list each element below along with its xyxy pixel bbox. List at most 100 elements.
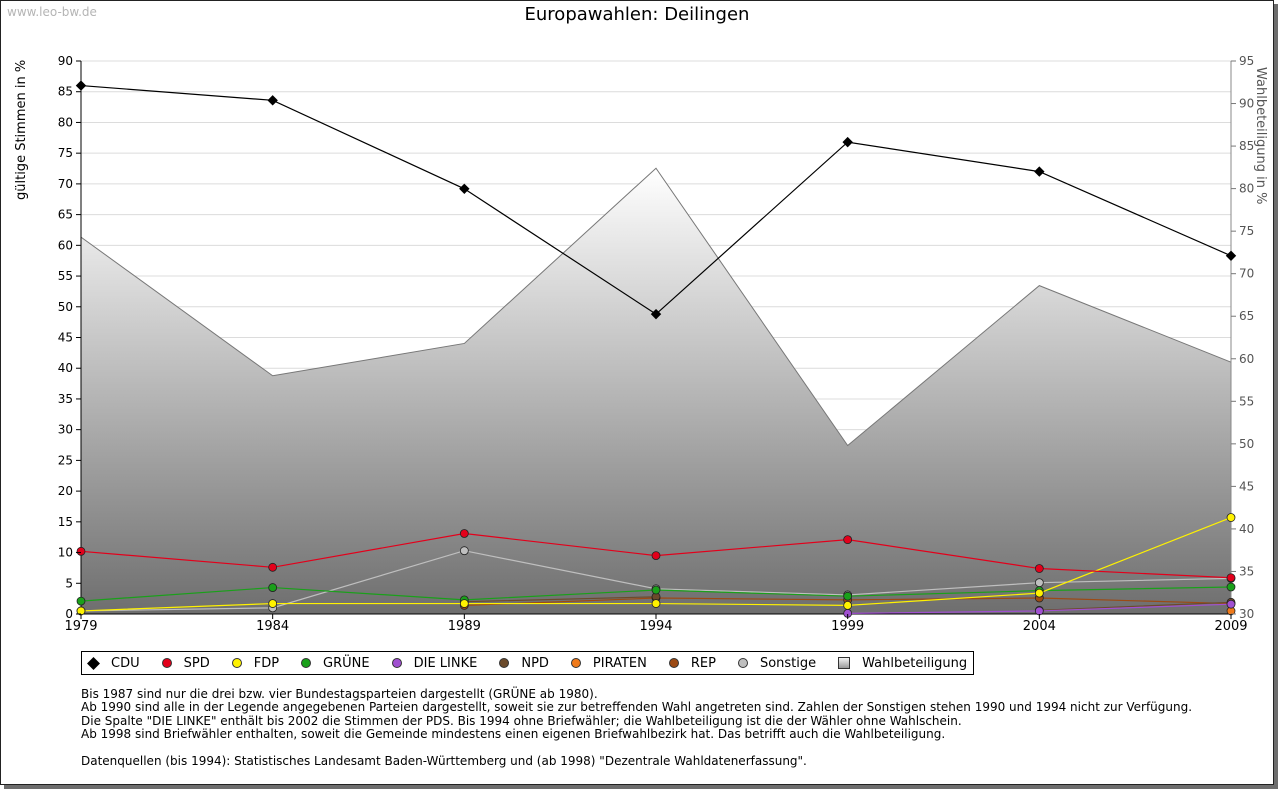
data-point-spd (651, 551, 661, 561)
data-point-gr-ne (268, 583, 278, 592)
y2-tick-label: 85 (1239, 139, 1254, 153)
note-line: Ab 1990 sind alle in der Legende angegeb… (81, 700, 1193, 715)
note-line: Die Spalte "DIE LINKE" enthält bis 2002 … (81, 713, 962, 728)
y2-tick-label: 65 (1239, 309, 1254, 323)
data-point-gr-ne (843, 591, 853, 601)
x-tick-label: 1994 (639, 619, 672, 634)
legend-label: CDU (111, 655, 140, 671)
data-point-gr-ne (651, 585, 661, 595)
legend-marker (391, 658, 402, 668)
data-point-fdp (1034, 588, 1044, 598)
legend-marker (668, 658, 679, 668)
data-point-spd (1034, 564, 1044, 573)
data-point-spd (268, 562, 278, 572)
data-point-spd (843, 535, 853, 545)
y-tick-label: 0 (65, 607, 73, 621)
y-tick-label: 45 (58, 331, 73, 345)
y-axis-label-right: Wahlbeteiligung in % (1253, 67, 1268, 205)
turnout-area (81, 168, 1231, 614)
data-point-spd (76, 546, 86, 556)
y-tick-label: 75 (58, 146, 73, 160)
data-point-fdp (268, 599, 278, 608)
x-tick-label: 1989 (448, 619, 481, 634)
legend-label: DIE LINKE (413, 655, 478, 671)
data-point-fdp (651, 599, 661, 608)
data-point-fdp (459, 599, 469, 608)
legend-label: FDP (253, 655, 280, 671)
legend-item-die-linke: DIE LINKE (391, 655, 478, 671)
y-tick-label: 70 (58, 177, 73, 191)
legend-item-fdp: FDP (231, 655, 280, 671)
chart-svg: 0 5 10 15 20 25 30 35 40 45 50 55 60 65 70 75 80 85 90 30 35… (58, 54, 1255, 634)
y2-tick-label: 60 (1239, 352, 1254, 366)
notes: Bis 1987 sind nur die drei bzw. vier Bun… (81, 687, 1193, 768)
legend-label: REP (690, 655, 716, 671)
legend-item-cdu: CDU (87, 655, 140, 671)
data-point-sonstige (1034, 578, 1044, 588)
data-source: Datenquellen (bis 1994): Statistisches L… (81, 753, 807, 768)
y-tick-label: 25 (58, 453, 73, 467)
y2-tick-label: 40 (1239, 522, 1254, 536)
turnout-line (80, 167, 1232, 447)
legend-marker (301, 658, 312, 668)
y-tick-label: 5 (65, 576, 73, 590)
data-point-spd (1226, 573, 1236, 583)
legend-item-npd: NPD (499, 656, 549, 671)
legend-item-spd: SPD (161, 655, 210, 671)
watermark: www.leo-bw.de (7, 5, 97, 19)
y2-tick-label: 45 (1239, 479, 1254, 493)
x-tick-label: 1984 (256, 619, 289, 634)
data-point-die-linke (1226, 599, 1236, 609)
data-point-cdu (1225, 250, 1237, 261)
y2-tick-label: 70 (1239, 267, 1254, 281)
data-point-die-linke (1034, 606, 1044, 616)
legend-item-wahlbeteiligung: Wahlbeteiligung (838, 656, 967, 671)
data-point-sonstige (459, 546, 469, 556)
y-tick-label: 80 (58, 115, 73, 129)
legend-item-sonstige: Sonstige (737, 655, 817, 671)
legend-marker (231, 658, 242, 668)
chart-title: Europawahlen: Deilingen (524, 4, 750, 25)
legend-label: PIRATEN (592, 655, 647, 671)
legend-label: NPD (521, 655, 549, 671)
legend-marker (499, 658, 510, 668)
legend-marker (161, 658, 172, 668)
y2-tick-label: 50 (1239, 437, 1254, 451)
note-line: Ab 1998 sind Briefwähler enthalten, sowe… (81, 727, 946, 742)
y-tick-label: 35 (58, 392, 73, 406)
y-tick-label: 60 (58, 238, 73, 252)
y-axis-label-left: gültige Stimmen in % (14, 59, 29, 200)
legend-marker (570, 658, 581, 668)
legend-label: GRÜNE (323, 655, 370, 671)
legend-marker (838, 657, 851, 669)
x-tick-label: 2004 (1023, 619, 1056, 634)
note-line: Bis 1987 sind nur die drei bzw. vier Bun… (81, 687, 598, 701)
y-tick-label: 40 (58, 361, 73, 375)
legend: CDU SPD FDP GRÜNE DIE LINKE NPD PIRATEN REP Sons… (81, 651, 975, 675)
legend-item-rep: REP (668, 655, 716, 671)
legend-item-gr-ne: GRÜNE (301, 656, 370, 671)
data-point-cdu (842, 136, 853, 148)
x-tick-label: 2009 (1214, 619, 1247, 634)
data-point-cdu (650, 308, 662, 320)
y-tick-label: 90 (58, 54, 73, 68)
legend-marker (737, 658, 748, 668)
legend-item-piraten: PIRATEN (570, 655, 647, 671)
y2-tick-label: 95 (1239, 54, 1254, 68)
y-tick-label: 65 (58, 208, 73, 222)
legend-marker (87, 656, 100, 670)
y-tick-label: 10 (58, 546, 73, 560)
legend-label: SPD (183, 655, 210, 671)
y2-tick-label: 35 (1239, 564, 1254, 578)
data-point-fdp (843, 600, 853, 610)
y2-tick-label: 90 (1239, 97, 1254, 111)
y-tick-label: 20 (58, 484, 73, 498)
legend-label: Sonstige (759, 655, 817, 671)
x-tick-label: 1999 (831, 619, 864, 634)
data-point-cdu (459, 183, 470, 195)
y-tick-label: 50 (58, 300, 73, 314)
y2-tick-label: 30 (1239, 607, 1254, 621)
series-line-npd (464, 596, 1232, 611)
x-tick-label: 1979 (64, 619, 97, 634)
